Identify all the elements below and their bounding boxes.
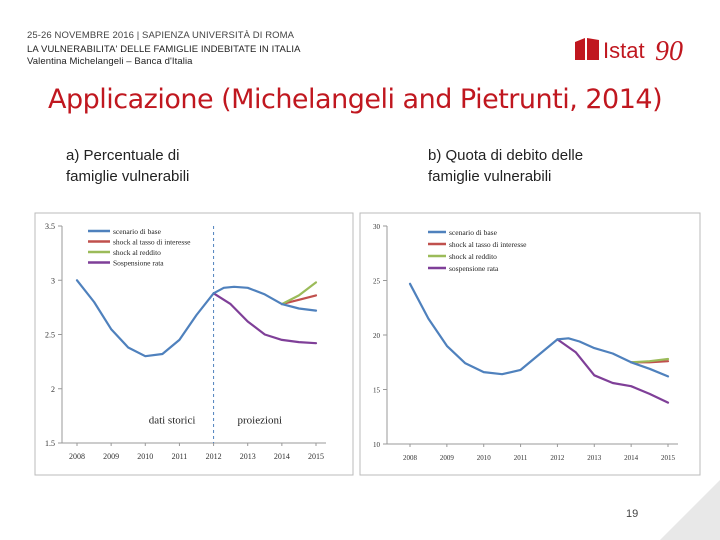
logo-flag-right bbox=[587, 38, 599, 60]
x-tick-label: 2015 bbox=[308, 452, 324, 461]
series-line-suspension bbox=[556, 338, 670, 404]
y-tick-label: 25 bbox=[373, 278, 381, 286]
chart-a: 3.5 3 2.5 2 1.5 2008 2009 2010 2011 2012 2013 2014 2… bbox=[45, 222, 326, 461]
logo-flag-left bbox=[575, 38, 585, 60]
subtitle-a-line2: famiglie vulnerabili bbox=[66, 168, 190, 185]
y-tick-label: 1.5 bbox=[45, 439, 55, 448]
subtitle-a-line1: a) Percentuale di bbox=[66, 147, 180, 164]
legend-label-income: shock al reddito bbox=[113, 248, 161, 257]
legend-label-suspension: Sospensione rata bbox=[113, 259, 164, 268]
subtitle-b-line1: b) Quota di debito delle bbox=[428, 147, 584, 164]
annotation-label: dati storici bbox=[149, 414, 196, 426]
legend-label-suspension: sospensione rata bbox=[449, 264, 499, 273]
series-line-suspension bbox=[212, 292, 318, 345]
header-topic: LA VULNERABILITA' DELLE FAMIGLIE INDEBIT… bbox=[27, 44, 301, 55]
y-tick-label: 20 bbox=[373, 332, 381, 340]
legend-label-rate: shock al tasso di interesse bbox=[113, 238, 191, 247]
chart-b-frame bbox=[359, 212, 701, 476]
y-tick-label: 3.5 bbox=[45, 222, 55, 231]
y-tick-label: 3 bbox=[51, 276, 55, 285]
y-tick-label: 30 bbox=[373, 223, 381, 231]
page-number: 19 bbox=[626, 508, 639, 520]
x-tick-label: 2012 bbox=[206, 452, 222, 461]
x-tick-label: 2014 bbox=[624, 454, 639, 462]
subtitle-a: a) Percentuale di famiglie vulnerabili bbox=[66, 145, 189, 187]
x-tick-label: 2009 bbox=[103, 452, 119, 461]
header-author: Valentina Michelangeli – Banca d'Italia bbox=[27, 56, 193, 67]
x-tick-label: 2010 bbox=[477, 454, 492, 462]
x-tick-label: 2010 bbox=[137, 452, 153, 461]
x-tick-label: 2011 bbox=[514, 454, 528, 462]
x-tick-label: 2012 bbox=[550, 454, 565, 462]
slide-title: Applicazione (Michelangeli and Pietrunti… bbox=[48, 84, 663, 115]
y-tick-label: 15 bbox=[373, 387, 381, 395]
x-tick-label: 2013 bbox=[587, 454, 602, 462]
corner-decoration bbox=[660, 480, 720, 540]
x-tick-label: 2009 bbox=[440, 454, 455, 462]
series-line-income bbox=[280, 281, 318, 306]
istat-logo: Istat 90 bbox=[575, 36, 683, 67]
y-tick-label: 10 bbox=[373, 441, 381, 449]
legend-label-base: scenario di base bbox=[449, 228, 498, 237]
chart-a-frame bbox=[34, 212, 354, 476]
logo-number: 90 bbox=[655, 36, 683, 67]
subtitle-b-line2: famiglie vulnerabili bbox=[428, 168, 552, 185]
series-line-base bbox=[75, 279, 318, 358]
x-tick-label: 2014 bbox=[274, 452, 290, 461]
x-tick-label: 2011 bbox=[172, 452, 188, 461]
subtitle-b: b) Quota di debito delle famiglie vulner… bbox=[428, 145, 583, 187]
series-line-income bbox=[629, 357, 670, 364]
series-line-base bbox=[408, 282, 670, 378]
x-tick-label: 2015 bbox=[661, 454, 676, 462]
y-tick-label: 2 bbox=[51, 385, 55, 394]
legend-label-base: scenario di base bbox=[113, 227, 162, 236]
x-tick-label: 2013 bbox=[240, 452, 256, 461]
legend-label-rate: shock al tasso di interesse bbox=[449, 240, 527, 249]
y-tick-label: 2.5 bbox=[45, 331, 55, 340]
legend-label-income: shock al reddito bbox=[449, 252, 497, 261]
x-tick-label: 2008 bbox=[403, 454, 418, 462]
x-tick-label: 2008 bbox=[69, 452, 85, 461]
series-line-rate bbox=[280, 294, 318, 306]
header-event: 25-26 NOVEMBRE 2016 | SAPIENZA UNIVERSIT… bbox=[27, 30, 295, 41]
logo-text: Istat bbox=[603, 38, 645, 63]
annotation-label: proiezioni bbox=[237, 414, 282, 426]
